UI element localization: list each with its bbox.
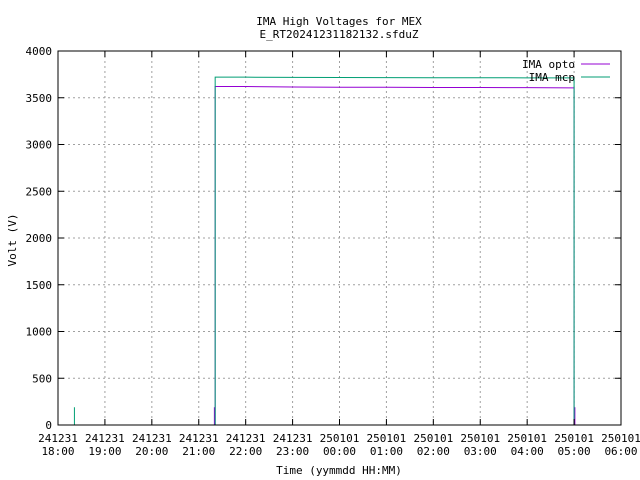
y-tick-label: 0 [45, 419, 52, 432]
chart-subtitle: E_RT20241231182132.sfduZ [260, 28, 419, 41]
x-tick-label-time: 21:00 [182, 445, 215, 458]
y-tick-label: 500 [32, 372, 52, 385]
y-tick-label: 3000 [26, 139, 53, 152]
x-tick-label-date: 241231 [38, 432, 78, 445]
y-tick-label: 1000 [26, 326, 53, 339]
x-tick-label-time: 00:00 [323, 445, 356, 458]
x-tick-label-time: 18:00 [41, 445, 74, 458]
x-tick-label-date: 241231 [85, 432, 125, 445]
x-tick-label-date: 250101 [601, 432, 640, 445]
x-tick-label-date: 241231 [226, 432, 266, 445]
x-tick-label-time: 01:00 [370, 445, 403, 458]
x-tick-label-time: 06:00 [604, 445, 637, 458]
x-tick-label-time: 02:00 [417, 445, 450, 458]
y-axis-label: Volt (V) [6, 214, 19, 267]
series-line-ima-opto [213, 86, 576, 426]
x-tick-label-date: 250101 [367, 432, 407, 445]
y-tick-label: 1500 [26, 279, 53, 292]
x-tick-label-time: 04:00 [511, 445, 544, 458]
grid-lines [58, 51, 621, 425]
axis-ticks: 0500100015002000250030003500400024123118… [26, 45, 640, 458]
x-tick-label-date: 250101 [507, 432, 547, 445]
x-axis-label: Time (yymmdd HH:MM) [276, 464, 402, 477]
x-tick-label-date: 250101 [554, 432, 594, 445]
series-lines [73, 76, 576, 426]
legend-label: IMA opto [522, 58, 575, 71]
y-tick-label: 2000 [26, 232, 53, 245]
series-line-ima-mcp [73, 76, 575, 426]
y-tick-label: 3500 [26, 92, 53, 105]
legend-label: IMA mcp [529, 71, 575, 84]
x-tick-label-date: 241231 [132, 432, 172, 445]
x-tick-label-date: 250101 [460, 432, 500, 445]
x-tick-label-time: 22:00 [229, 445, 262, 458]
x-tick-label-date: 241231 [179, 432, 219, 445]
y-tick-label: 4000 [26, 45, 53, 58]
x-tick-label-date: 241231 [273, 432, 313, 445]
x-tick-label-time: 05:00 [558, 445, 591, 458]
y-tick-label: 2500 [26, 185, 53, 198]
x-tick-label-time: 20:00 [135, 445, 168, 458]
x-tick-label-time: 03:00 [464, 445, 497, 458]
x-tick-label-time: 19:00 [88, 445, 121, 458]
x-tick-label-time: 23:00 [276, 445, 309, 458]
chart-title: IMA High Voltages for MEX [256, 15, 422, 28]
x-tick-label-date: 250101 [320, 432, 360, 445]
x-tick-label-date: 250101 [413, 432, 453, 445]
